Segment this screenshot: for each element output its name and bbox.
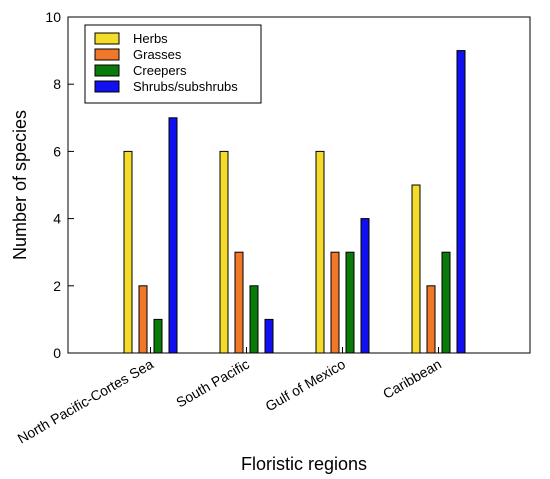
x-tick-label: South Pacific <box>173 356 252 411</box>
bar-shrubs-subshrubs-1 <box>264 318 274 354</box>
bar-herbs-2 <box>315 150 325 354</box>
y-axis-title: Number of species <box>10 110 30 260</box>
x-axis-title: Floristic regions <box>241 454 367 474</box>
bars-layer <box>123 50 466 354</box>
y-tick-label: 8 <box>53 76 61 92</box>
legend-swatch-1 <box>94 48 120 61</box>
bar-herbs-3 <box>411 184 421 354</box>
x-tick-label: Gulf of Mexico <box>263 356 349 415</box>
bar-grasses-1 <box>234 251 244 354</box>
bar-grasses-0 <box>138 285 148 354</box>
legend-swatch-0 <box>94 32 120 45</box>
bar-creepers-1 <box>249 285 259 354</box>
legend-swatch-3 <box>94 80 120 93</box>
x-tick-label: North Pacific-Cortes Sea <box>15 356 157 447</box>
x-tick-label: Caribbean <box>380 356 444 402</box>
bar-grasses-3 <box>426 285 436 354</box>
y-tick-label: 10 <box>45 9 61 25</box>
bar-herbs-1 <box>219 150 229 354</box>
x-axis: North Pacific-Cortes Sea South Pacific Gul… <box>15 347 444 447</box>
bar-shrubs-subshrubs-2 <box>360 218 370 354</box>
y-axis: 0 2 4 6 8 10 <box>45 9 74 361</box>
y-tick-label: 0 <box>53 345 61 361</box>
bar-creepers-3 <box>441 251 451 354</box>
bar-creepers-2 <box>345 251 355 354</box>
legend-swatch-2 <box>94 64 120 77</box>
y-tick-label: 4 <box>53 211 61 227</box>
legend-label: Creepers <box>133 63 187 78</box>
bar-herbs-0 <box>123 150 133 354</box>
bar-creepers-0 <box>153 318 163 354</box>
bar-shrubs-subshrubs-0 <box>168 117 178 354</box>
bar-grasses-2 <box>330 251 340 354</box>
legend-label: Herbs <box>133 31 168 46</box>
legend-label: Grasses <box>133 47 182 62</box>
legend-label: Shrubs/subshrubs <box>133 79 238 94</box>
bar-shrubs-subshrubs-3 <box>456 50 466 354</box>
plot-frame <box>67 16 531 354</box>
y-tick-label: 6 <box>53 143 61 159</box>
y-tick-label: 2 <box>53 278 61 294</box>
